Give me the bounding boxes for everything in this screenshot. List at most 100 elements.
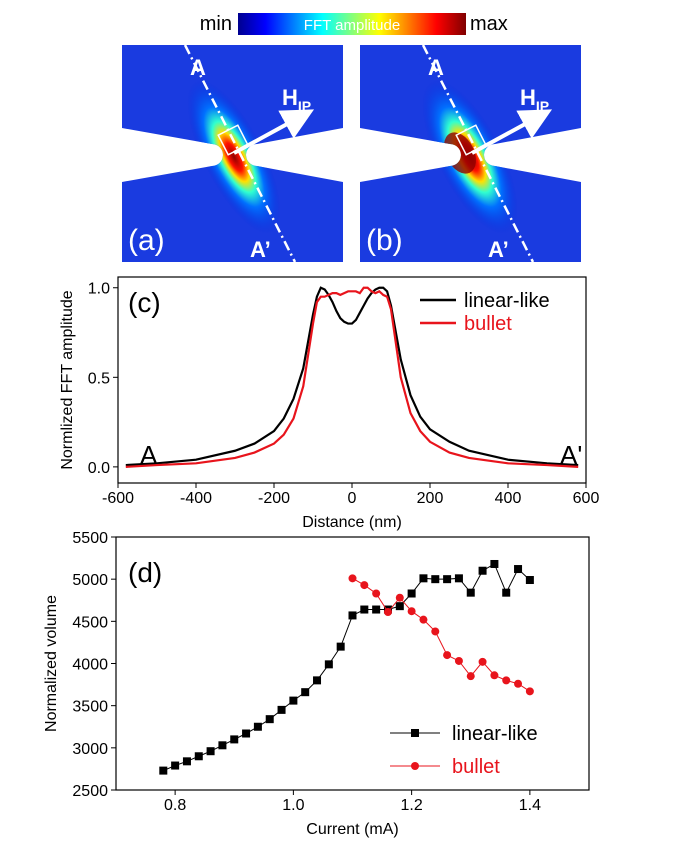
marker: [313, 676, 322, 685]
marker: [454, 656, 463, 665]
y-tick-label: 4000: [72, 657, 108, 674]
marker: [454, 574, 463, 583]
panel-a: A HIP (a) A’: [122, 44, 343, 263]
point-label: A: [190, 55, 206, 80]
marker: [490, 559, 499, 568]
marker: [372, 605, 381, 614]
marker: [253, 722, 262, 731]
marker: [490, 671, 499, 680]
marker: [466, 588, 475, 597]
marker: [206, 747, 215, 756]
marker: [502, 676, 511, 685]
marker: [395, 602, 404, 611]
cut-line: [183, 44, 297, 263]
y-tick-label: 3000: [72, 741, 108, 758]
x-axis-label: Distance (nm): [302, 514, 402, 531]
marker: [301, 688, 310, 697]
marker: [324, 660, 333, 669]
colorbar-max: max: [470, 13, 508, 35]
y-tick-label: 3500: [72, 699, 108, 716]
marker: [431, 575, 440, 584]
marker: [419, 574, 428, 583]
field-sub: IP: [298, 98, 311, 114]
panel-b: A HIP (b) A’: [360, 44, 581, 263]
marker: [218, 741, 227, 750]
marker: [443, 575, 452, 584]
series-line: [125, 286, 579, 468]
marker: [242, 729, 251, 738]
marker: [360, 581, 369, 590]
marker: [230, 735, 239, 744]
marker: [372, 589, 381, 598]
legend-marker: [411, 762, 419, 770]
panel-label: (c): [128, 287, 161, 318]
series-line: [352, 577, 531, 692]
marker: [395, 593, 404, 602]
cut-line: [421, 44, 535, 263]
x-tick-label: -400: [180, 490, 212, 507]
y-axis-label: Normalized volume: [43, 595, 60, 732]
x-tick-label: 0.8: [164, 797, 186, 814]
marker: [419, 615, 428, 624]
series-line: [125, 286, 579, 467]
colorbar-min: min: [200, 13, 232, 35]
marker: [525, 576, 534, 585]
y-tick-label: 2500: [72, 783, 108, 800]
y-tick-label: 1.0: [88, 281, 110, 298]
x-tick-label: 600: [573, 490, 600, 507]
marker: [466, 672, 475, 681]
marker: [348, 611, 357, 620]
marker: [265, 715, 274, 724]
marker: [360, 605, 369, 614]
x-tick-label: -600: [102, 490, 134, 507]
y-tick-label: 5500: [72, 530, 108, 547]
marker: [443, 651, 452, 660]
marker: [525, 687, 534, 696]
x-tick-label: 400: [495, 490, 522, 507]
marker: [348, 574, 357, 583]
heatmap: [187, 80, 281, 234]
annotation: A': [560, 440, 582, 470]
marker: [336, 642, 345, 651]
x-tick-label: 200: [417, 490, 444, 507]
x-tick-label: 1.0: [282, 797, 304, 814]
marker: [478, 566, 487, 575]
x-tick-label: -200: [258, 490, 290, 507]
point-label: A’: [488, 237, 509, 262]
marker: [431, 627, 440, 636]
y-tick-label: 0.0: [88, 460, 110, 477]
marker: [277, 705, 286, 714]
panel-label: (b): [366, 224, 403, 257]
x-tick-label: 1.2: [401, 797, 423, 814]
panel-label: (d): [128, 557, 162, 588]
x-tick-label: 0: [348, 490, 357, 507]
legend-label: linear-like: [452, 723, 538, 745]
marker: [194, 752, 203, 761]
legend-label: bullet: [452, 756, 500, 778]
point-label: A: [428, 55, 444, 80]
marker: [502, 588, 511, 597]
y-tick-label: 4500: [72, 614, 108, 631]
marker: [478, 657, 487, 666]
marker: [407, 589, 416, 598]
colorbar: [238, 13, 466, 35]
field: H: [282, 85, 298, 110]
colorbar-label: FFT amplitude: [304, 17, 400, 34]
legend-label: linear-like: [464, 290, 550, 312]
y-tick-label: 5000: [72, 572, 108, 589]
legend-marker: [411, 729, 419, 737]
y-axis-label: Normlized FFT amplitude: [59, 290, 76, 469]
field: H: [520, 85, 536, 110]
marker: [289, 696, 298, 705]
x-tick-label: 1.4: [519, 797, 541, 814]
field-arrow: [471, 109, 553, 155]
marker: [514, 679, 523, 688]
legend-label: bullet: [464, 313, 512, 335]
field-label: HIP: [520, 85, 549, 114]
marker: [383, 608, 392, 617]
field-sub: IP: [536, 98, 549, 114]
marker: [171, 761, 180, 770]
y-tick-label: 0.5: [88, 370, 110, 387]
